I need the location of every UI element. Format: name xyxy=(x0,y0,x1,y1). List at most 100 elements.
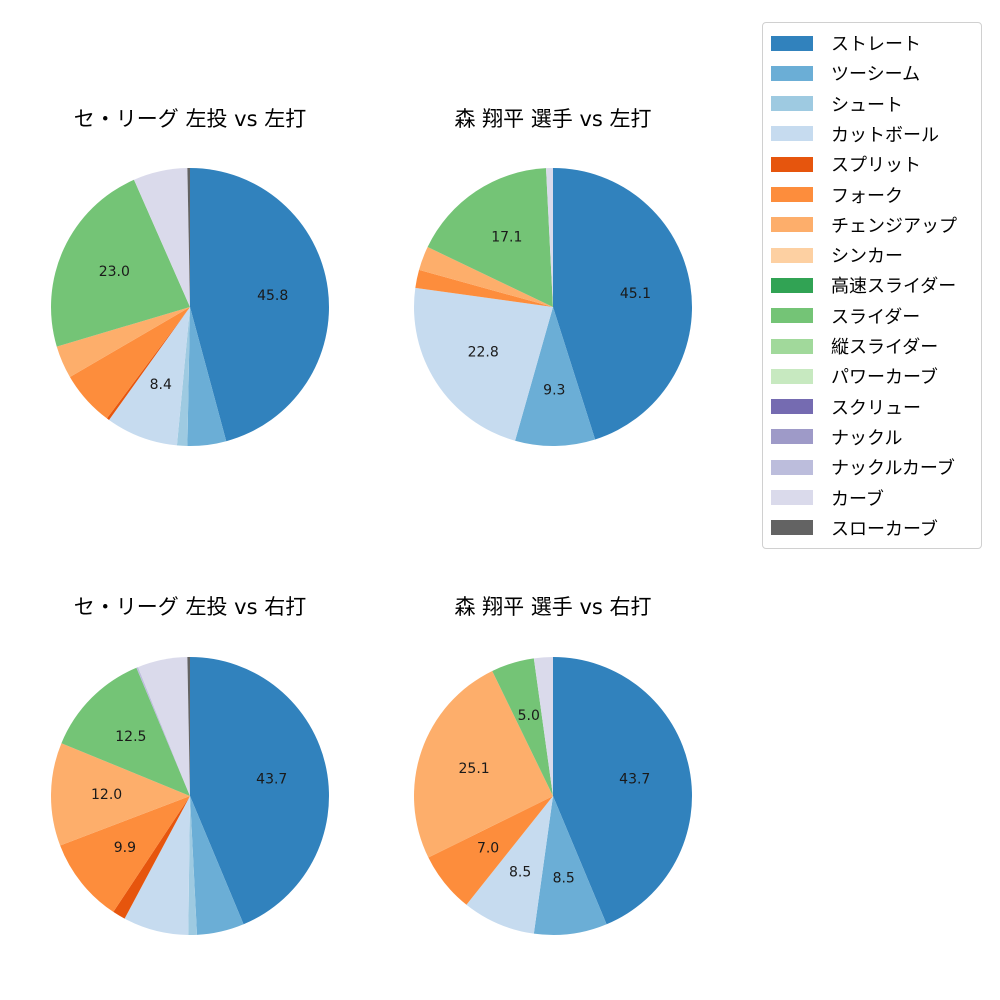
pie-slice xyxy=(187,657,190,796)
legend-item: ツーシーム xyxy=(771,61,920,85)
legend-label: パワーカーブ xyxy=(831,367,938,389)
legend-label: ツーシーム xyxy=(831,64,921,86)
legend-item: ナックルカーブ xyxy=(771,455,955,479)
pie-slice xyxy=(51,179,191,347)
pie-slice xyxy=(60,796,190,912)
pie-slice-label: 22.8 xyxy=(468,345,499,361)
legend: ストレートツーシームシュートカットボール スプリットフォークチェンジアップ シンカー… xyxy=(762,22,982,549)
legend-label: ナックル xyxy=(831,427,903,449)
pie-slice xyxy=(106,307,190,420)
legend-label: スクリュー xyxy=(831,397,921,419)
legend-item: 縦スライダー xyxy=(771,334,938,358)
legend-swatch xyxy=(771,96,813,112)
chart-title-2: 森 翔平 選手 vs 左打 xyxy=(454,107,652,131)
pie-slice-label: 45.1 xyxy=(620,286,651,302)
legend-label: 縦スライダー xyxy=(831,337,939,358)
pie-slice xyxy=(419,247,553,307)
pie-slice-label: 25.1 xyxy=(459,761,490,777)
legend-item: ナックル xyxy=(771,425,902,449)
legend-label: フォーク xyxy=(831,185,903,207)
legend-swatch xyxy=(771,520,813,536)
pie-slice-label: 9.3 xyxy=(543,382,565,398)
legend-item: スローカーブ xyxy=(771,516,938,540)
pie-slice xyxy=(492,658,553,796)
pie-slice xyxy=(124,796,190,935)
pie-slice xyxy=(427,168,553,307)
chart-title-1: セ・リーグ 左投 vs 左打 xyxy=(73,107,307,131)
pie-slice xyxy=(187,307,227,446)
legend-item: スクリュー xyxy=(771,395,921,419)
pie-slice-label: 45.8 xyxy=(257,288,288,304)
pie-slice xyxy=(188,796,197,936)
legend-item: シュート xyxy=(771,92,903,116)
pie-slice-label: 12.5 xyxy=(115,729,146,745)
pie-slice-label: 43.7 xyxy=(256,772,287,788)
chart-title-4: 森 翔平 選手 vs 右打 xyxy=(454,595,652,619)
legend-item: カットボール xyxy=(771,122,939,146)
pie-slice xyxy=(187,168,190,307)
legend-swatch xyxy=(771,277,813,293)
legend-swatch xyxy=(771,368,813,384)
legend-swatch xyxy=(771,490,813,505)
pie-slice xyxy=(176,307,190,446)
pie-slice xyxy=(546,168,553,307)
pie-slice xyxy=(413,670,553,858)
pie-slice xyxy=(533,796,607,935)
legend-label: カットボール xyxy=(831,124,939,146)
chart-title-3: セ・リーグ 左投 vs 右打 xyxy=(73,595,307,619)
pie-slice xyxy=(136,667,190,796)
legend-item: カーブ xyxy=(771,486,884,510)
legend-label: スライダー xyxy=(831,306,921,328)
legend-label: シュート xyxy=(831,94,903,116)
pie-slice-label: 12.0 xyxy=(91,787,122,803)
legend-swatch xyxy=(771,35,813,51)
legend-label: スプリット xyxy=(831,155,921,177)
legend-label: スローカーブ xyxy=(831,518,938,540)
legend-swatch xyxy=(771,429,813,445)
legend-item: フォーク xyxy=(771,183,903,207)
pie-slice xyxy=(414,287,553,441)
legend-swatch xyxy=(771,399,813,415)
legend-item: シンカー xyxy=(771,243,903,267)
pie-slice-label: 17.1 xyxy=(491,230,522,246)
pie-slice xyxy=(56,307,190,378)
pie-slice-label: 8.4 xyxy=(150,377,172,393)
legend-swatch xyxy=(771,156,813,172)
pie-slice-label: 8.5 xyxy=(509,865,531,881)
legend-swatch xyxy=(771,65,813,81)
pie-slice-label: 8.5 xyxy=(553,871,575,887)
legend-label: ナックルカーブ xyxy=(831,458,955,480)
pie-slice xyxy=(113,796,190,919)
pie-slice xyxy=(553,657,693,925)
pie-slice xyxy=(109,307,190,446)
legend-label: ストレート xyxy=(831,34,921,55)
pie-slice-label: 7.0 xyxy=(477,840,499,856)
legend-label: 高速スライダー xyxy=(831,276,957,298)
pie-slice xyxy=(428,796,553,905)
pie-slice-label: 23.0 xyxy=(99,264,130,280)
pie-slice-label: 9.9 xyxy=(114,840,136,856)
pie-slice xyxy=(61,667,190,796)
legend-label: チェンジアップ xyxy=(831,215,957,237)
legend-swatch xyxy=(771,459,813,475)
legend-swatch xyxy=(771,217,813,233)
legend-swatch xyxy=(771,187,813,202)
legend-swatch xyxy=(771,338,813,354)
pie-slice xyxy=(190,657,329,925)
pie-slice xyxy=(69,307,190,419)
pie-slice xyxy=(190,168,330,442)
pie-slice xyxy=(190,796,244,935)
pie-slice xyxy=(553,168,693,440)
legend-item: 高速スライダー xyxy=(771,273,956,297)
pie-slice xyxy=(133,168,190,307)
legend-item: チェンジアップ xyxy=(771,213,957,237)
legend-label: シンカー xyxy=(831,246,903,268)
legend-label: カーブ xyxy=(831,488,884,510)
pie-slice xyxy=(466,796,553,934)
legend-item: スライダー xyxy=(771,304,920,328)
pie-slice xyxy=(138,657,190,796)
